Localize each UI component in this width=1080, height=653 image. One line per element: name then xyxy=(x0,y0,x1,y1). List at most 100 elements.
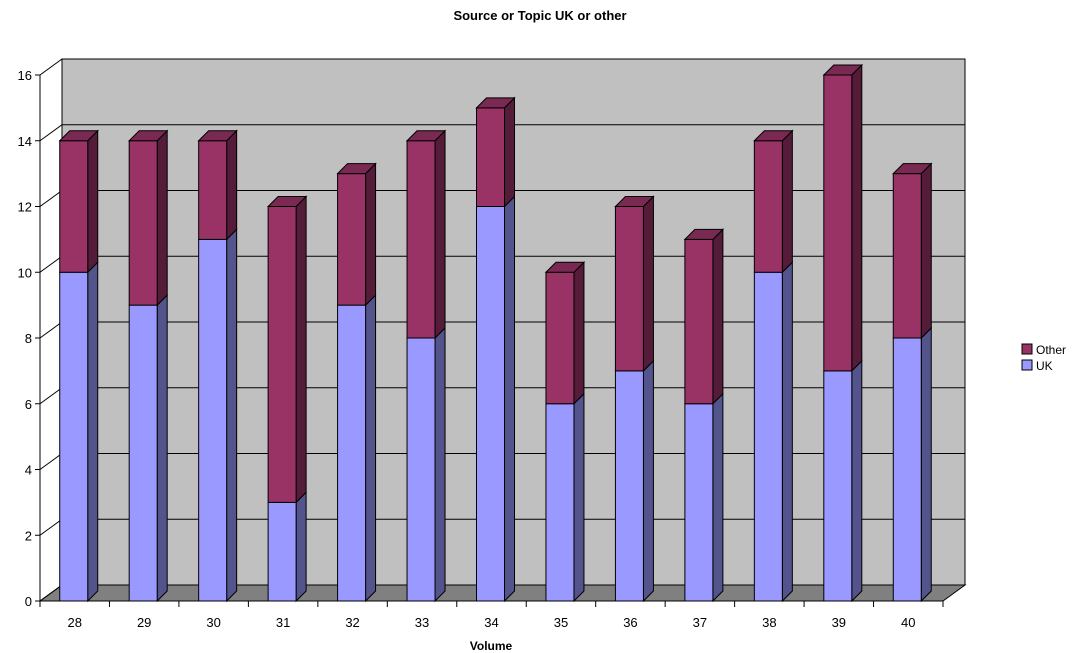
x-tick-label: 30 xyxy=(206,615,220,630)
bar-uk-34 xyxy=(476,206,505,602)
bar-side-other-35 xyxy=(573,261,585,405)
bar-side-other-32 xyxy=(365,162,377,307)
bar-top-30 xyxy=(197,130,238,142)
bar-uk-39 xyxy=(823,370,853,602)
bar-side-uk-34 xyxy=(504,195,515,603)
bar-side-other-38 xyxy=(781,129,793,274)
legend-label-other: Other xyxy=(1036,343,1066,357)
y-tick-label: 14 xyxy=(18,134,32,149)
bar-top-39 xyxy=(822,64,864,76)
x-tick-label: 37 xyxy=(693,615,707,630)
gridline-side xyxy=(39,124,63,142)
y-tick-labels: 0 2 4 6 8 10 12 14 16 xyxy=(18,68,32,609)
x-tick-label: 29 xyxy=(137,615,151,630)
gridline-side xyxy=(39,387,63,405)
x-tick-label: 34 xyxy=(484,615,498,630)
bar-side-other-33 xyxy=(434,129,446,340)
gridline-side xyxy=(39,255,63,273)
x-tick-label: 39 xyxy=(832,615,846,630)
bar-uk-38 xyxy=(753,271,783,602)
bar-other-40 xyxy=(892,173,922,339)
y-tick-label: 6 xyxy=(25,397,32,412)
bar-uk-40 xyxy=(892,337,922,602)
bars xyxy=(58,63,933,603)
x-tick-label: 28 xyxy=(67,615,81,630)
bar-top-34 xyxy=(475,97,516,109)
bar-side-uk-39 xyxy=(851,359,863,603)
bar-side-uk-38 xyxy=(781,261,793,603)
x-tick-label: 36 xyxy=(623,615,637,630)
bar-top-28 xyxy=(58,130,99,142)
bar-side-uk-29 xyxy=(156,293,168,603)
bar-top-38 xyxy=(753,130,794,142)
bar-uk-32 xyxy=(337,304,367,602)
bar-other-37 xyxy=(684,238,714,405)
bar-other-32 xyxy=(337,173,367,306)
bar-uk-36 xyxy=(614,370,644,602)
bar-top-31 xyxy=(266,196,308,207)
bar-side-uk-30 xyxy=(226,228,238,603)
x-tick-label: 35 xyxy=(554,615,568,630)
bar-uk-28 xyxy=(59,271,89,602)
bar-side-uk-28 xyxy=(87,261,99,603)
bar-uk-35 xyxy=(545,403,575,602)
bar-side-uk-33 xyxy=(434,326,446,603)
y-tick-label: 8 xyxy=(25,331,32,346)
x-axis-label: Volume xyxy=(470,639,513,653)
bar-side-uk-36 xyxy=(642,359,654,603)
bar-top-29 xyxy=(127,130,169,142)
bar-side-uk-35 xyxy=(573,392,585,603)
bar-other-31 xyxy=(267,206,297,503)
legend-swatch-uk xyxy=(1021,359,1033,371)
bar-side-uk-40 xyxy=(920,326,932,603)
x-tick-label: 40 xyxy=(901,615,915,630)
gridline-side xyxy=(39,190,63,207)
bar-top-37 xyxy=(683,228,725,240)
bar-other-35 xyxy=(545,271,575,405)
gridline-side xyxy=(39,518,63,536)
y-tick-label: 12 xyxy=(18,200,32,215)
chart-title: Source or Topic UK or other xyxy=(453,8,626,23)
bar-uk-29 xyxy=(128,304,158,602)
bar-other-28 xyxy=(59,140,89,273)
y-tick-label: 10 xyxy=(18,265,32,280)
gridline-side xyxy=(39,453,63,470)
gridline-side xyxy=(39,321,63,339)
bar-side-other-37 xyxy=(712,228,724,405)
bar-uk-37 xyxy=(684,403,714,602)
x-tick-label: 32 xyxy=(345,615,359,630)
bar-top-32 xyxy=(336,163,377,175)
x-tick-label: 31 xyxy=(276,615,290,630)
y-tick-label: 0 xyxy=(25,594,32,609)
legend-swatch-other xyxy=(1021,343,1033,355)
bar-other-39 xyxy=(823,74,853,372)
bar-side-other-31 xyxy=(295,195,307,504)
y-tick-label: 16 xyxy=(18,68,32,83)
bar-side-other-36 xyxy=(642,195,654,373)
bar-other-33 xyxy=(406,140,436,339)
bar-side-uk-37 xyxy=(712,392,724,603)
bar-side-other-34 xyxy=(504,96,515,208)
bar-side-uk-32 xyxy=(365,293,377,603)
x-tick-labels: 28 29 30 31 32 33 34 35 36 37 38 39 40 xyxy=(67,615,915,630)
bar-side-other-30 xyxy=(226,129,238,241)
bar-other-34 xyxy=(476,107,505,207)
bar-side-other-29 xyxy=(156,129,168,307)
bar-top-36 xyxy=(614,196,655,207)
legend: Other UK xyxy=(1021,343,1066,373)
x-tick-label: 33 xyxy=(415,615,429,630)
y-tick-label: 2 xyxy=(25,528,32,543)
bar-other-29 xyxy=(128,140,158,306)
bar-top-35 xyxy=(544,261,586,273)
bar-side-other-28 xyxy=(87,129,99,274)
y-tick-label: 4 xyxy=(25,463,32,478)
bar-other-38 xyxy=(753,140,783,273)
legend-label-uk: UK xyxy=(1036,359,1053,373)
bar-uk-33 xyxy=(406,337,436,602)
bar-other-30 xyxy=(198,140,228,240)
bar-top-40 xyxy=(892,163,933,175)
gridline-side xyxy=(39,584,63,602)
gridline-side xyxy=(39,58,63,76)
bar-side-uk-31 xyxy=(295,491,307,603)
